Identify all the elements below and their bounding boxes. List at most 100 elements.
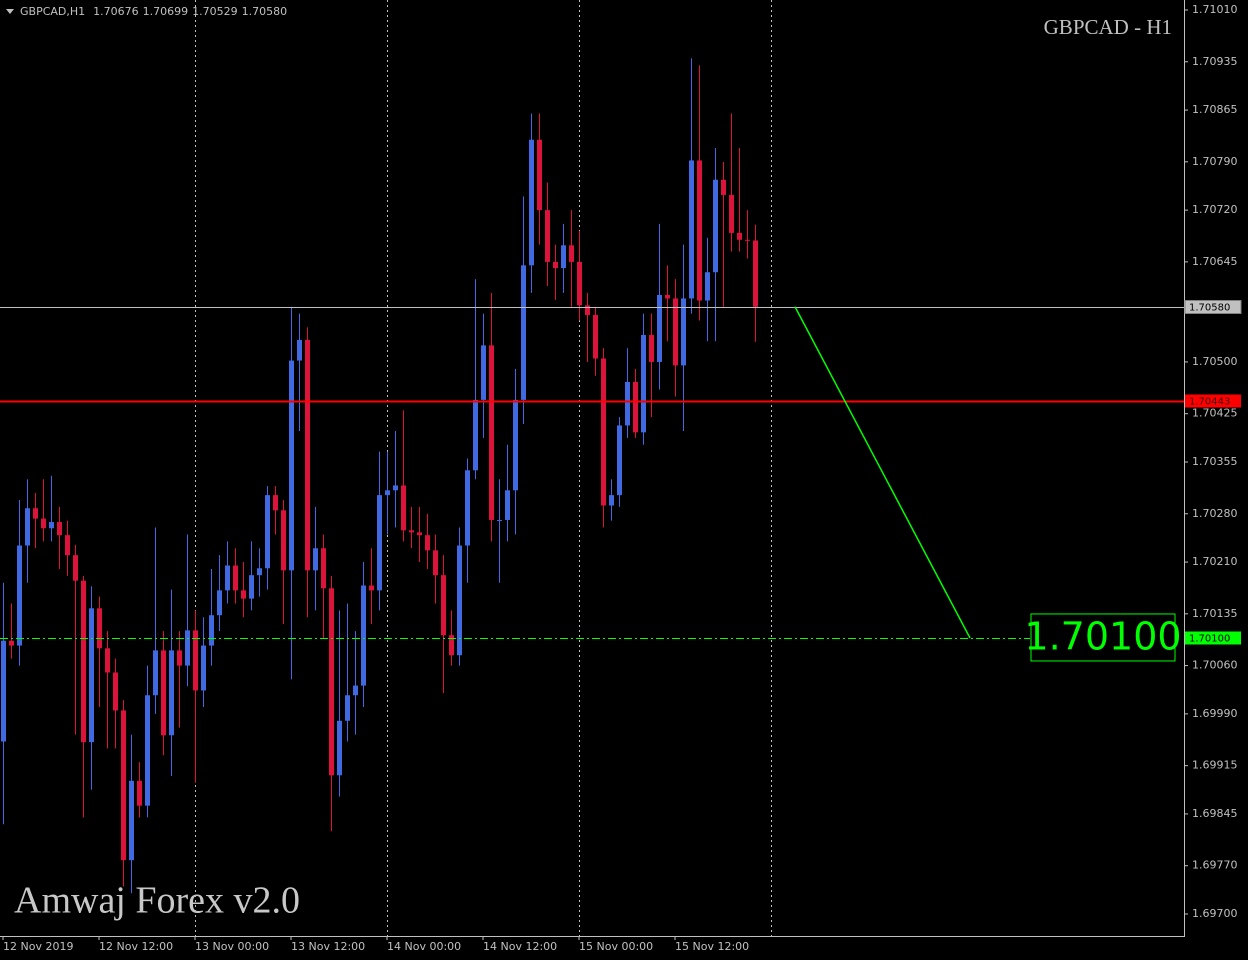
candle-body <box>737 232 742 240</box>
candle-body <box>273 495 278 511</box>
candle-body <box>377 495 382 591</box>
candle-body <box>321 548 326 589</box>
candle-body <box>585 305 590 316</box>
candle-body <box>41 518 46 529</box>
candle-body <box>521 265 526 400</box>
candle-body <box>25 508 30 546</box>
candle-body <box>161 650 166 736</box>
candle-body <box>209 615 214 646</box>
candle-body <box>681 298 686 366</box>
candle-body <box>473 399 478 471</box>
candle-body <box>217 590 222 616</box>
candle-body <box>9 640 14 646</box>
x-tick-label: 15 Nov 12:00 <box>675 940 749 953</box>
candle-body <box>433 550 438 576</box>
x-tick-label: 13 Nov 12:00 <box>291 940 365 953</box>
header-high: 1.70699 <box>143 5 189 18</box>
candle-body <box>105 648 110 673</box>
candle-body <box>313 548 318 571</box>
candle-body <box>529 139 534 266</box>
candle-body <box>353 685 358 696</box>
candle-body <box>505 490 510 520</box>
candle-body <box>457 545 462 656</box>
y-tick-label: 1.70720 <box>1192 203 1238 216</box>
candle-body <box>625 381 630 426</box>
x-tick-label: 13 Nov 00:00 <box>195 940 269 953</box>
candle-body <box>569 245 574 262</box>
candle-body <box>1 640 6 742</box>
candle-body <box>721 179 726 195</box>
x-tick-label: 12 Nov 2019 <box>3 940 73 953</box>
candle-body <box>305 339 310 571</box>
target-box <box>1030 613 1176 662</box>
candle-body <box>385 490 390 496</box>
candle-body <box>17 545 22 646</box>
target-label: 1.70100 <box>1024 614 1181 658</box>
y-tick-label: 1.70790 <box>1192 155 1238 168</box>
candle-body <box>361 585 366 686</box>
y-tick-label: 1.70500 <box>1192 355 1238 368</box>
x-tick-label: 12 Nov 12:00 <box>99 940 173 953</box>
candle-body <box>33 508 38 519</box>
candle-body <box>81 580 86 743</box>
candle-body <box>705 272 710 301</box>
y-tick-label: 1.70355 <box>1192 455 1238 468</box>
candle-body <box>689 160 694 299</box>
candle-body <box>577 261 582 306</box>
y-tick-label: 1.70280 <box>1192 507 1238 520</box>
candle-body <box>649 335 654 362</box>
candle-body <box>137 780 142 806</box>
candle-body <box>665 295 670 299</box>
y-tick-label: 1.69915 <box>1192 759 1238 772</box>
candle-body <box>561 245 566 269</box>
price-level-label: 1.70443 <box>1189 397 1230 408</box>
candle-body <box>409 530 414 533</box>
header-low: 1.70529 <box>192 5 238 18</box>
y-tick-label: 1.71010 <box>1192 3 1238 16</box>
y-tick-label: 1.70060 <box>1192 659 1238 672</box>
candle-body <box>73 555 78 581</box>
candle-body <box>369 585 374 591</box>
candle-body <box>657 295 662 362</box>
candle-body <box>729 194 734 233</box>
candle-body <box>241 590 246 599</box>
candle-body <box>89 608 94 743</box>
candle-body <box>617 425 622 496</box>
x-tick-label: 15 Nov 00:00 <box>579 940 653 953</box>
menu-triangle <box>6 9 14 14</box>
candle-body <box>545 210 550 262</box>
y-tick-label: 1.69770 <box>1192 859 1238 872</box>
candle-body <box>249 575 254 599</box>
candle-body <box>57 522 62 536</box>
candle-body <box>185 630 190 666</box>
candle-body <box>65 535 70 556</box>
y-tick-label: 1.70425 <box>1192 407 1238 420</box>
candle-body <box>153 650 158 696</box>
candle-body <box>393 485 398 491</box>
candle-body <box>401 485 406 531</box>
candle-body <box>337 720 342 776</box>
candle-body <box>129 780 134 861</box>
candle-body <box>697 160 702 301</box>
candle-body <box>441 575 446 636</box>
candle-body <box>713 179 718 273</box>
price-level-box <box>1184 300 1242 314</box>
candle-body <box>289 360 294 571</box>
x-tick-label: 14 Nov 00:00 <box>387 940 461 953</box>
candle-body <box>225 565 230 591</box>
candle-body <box>201 645 206 691</box>
price-level-label: 1.70580 <box>1189 303 1230 314</box>
candle-body <box>329 588 334 776</box>
candle-body <box>489 345 494 520</box>
y-tick-label: 1.70135 <box>1192 607 1238 620</box>
candle-body <box>169 650 174 736</box>
candle-body <box>481 345 486 400</box>
y-tick-label: 1.69845 <box>1192 807 1238 820</box>
candle-body <box>593 315 598 359</box>
candle-body <box>297 339 302 361</box>
price-level-label: 1.70100 <box>1189 634 1230 645</box>
watermark: Amwaj Forex v2.0 <box>14 880 300 922</box>
